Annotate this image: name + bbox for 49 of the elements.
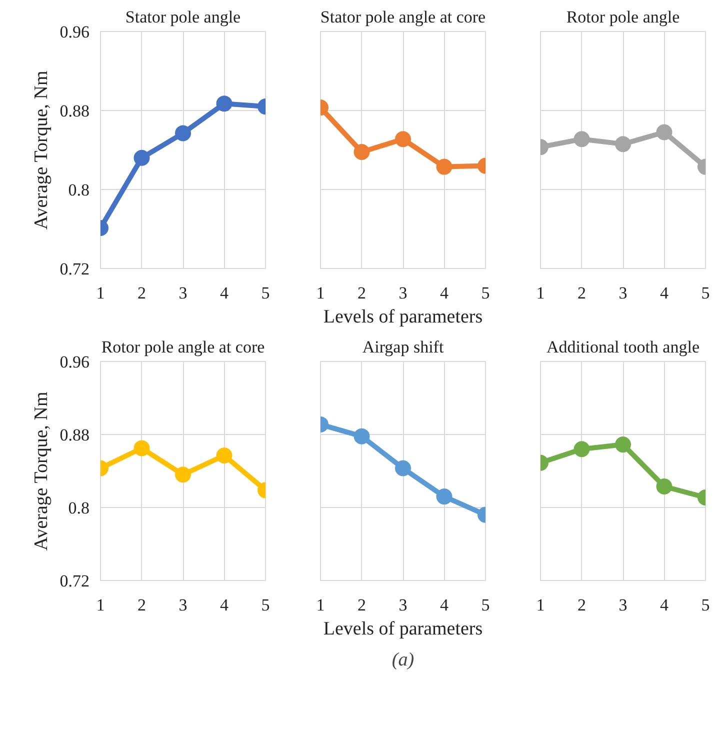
- x-tick-label: 1: [96, 284, 105, 302]
- y-tick-label: 0.88: [60, 426, 90, 444]
- x-tick-label: 2: [138, 284, 146, 302]
- x-tick-label: 1: [316, 596, 325, 614]
- y-tick-label: 0.72: [60, 260, 90, 278]
- x-tick-label: 4: [220, 284, 229, 302]
- x-tick-label: 2: [578, 596, 586, 614]
- x-tick-label: 2: [138, 596, 146, 614]
- x-tick-label: 5: [701, 284, 710, 302]
- x-axis-title: Levels of parameters: [323, 306, 483, 328]
- x-tick-label: 4: [660, 596, 669, 614]
- x-tick-label: 5: [261, 284, 270, 302]
- y-tick-label: 0.96: [60, 22, 90, 42]
- y-tick-label: 0.96: [60, 352, 90, 372]
- chart-title: Stator pole angle at core: [320, 8, 486, 26]
- x-tick-label: 3: [178, 596, 188, 614]
- x-tick-label: 1: [316, 284, 325, 302]
- y-tick-label: 0.88: [60, 102, 90, 120]
- x-tick-label: 1: [536, 284, 545, 302]
- x-tick-label: 2: [578, 284, 586, 302]
- chart-title: Additional tooth angle: [546, 338, 700, 356]
- text: (a): [392, 650, 414, 670]
- x-tick-label: 5: [261, 596, 270, 614]
- x-tick-label: 4: [440, 596, 449, 614]
- y-axis-title: Average Torque, Nm: [30, 392, 52, 551]
- x-tick-label: 3: [618, 596, 628, 614]
- y-axis-title: Average Torque, Nm: [30, 70, 52, 230]
- x-tick-label: 1: [536, 596, 545, 614]
- chart-title: Rotor pole angle: [566, 8, 680, 26]
- chart-title: Rotor pole angle at core: [101, 338, 265, 356]
- chart-title: Airgap shift: [362, 338, 444, 356]
- x-tick-label: 4: [440, 284, 449, 302]
- x-tick-label: 3: [398, 596, 408, 614]
- chart-title: Stator pole angle: [125, 8, 241, 26]
- x-tick-label: 2: [358, 596, 366, 614]
- x-tick-label: 5: [481, 284, 490, 302]
- x-axis-title: Levels of parameters: [323, 618, 483, 640]
- x-tick-label: 4: [660, 284, 669, 302]
- y-tick-label: 0.72: [60, 572, 90, 590]
- y-tick-label: 0.8: [68, 180, 90, 200]
- x-tick-label: 5: [701, 596, 710, 614]
- x-tick-label: 3: [398, 284, 408, 302]
- y-tick-label: 0.8: [68, 498, 90, 518]
- x-tick-label: 3: [618, 284, 628, 302]
- x-tick-label: 3: [178, 284, 188, 302]
- x-tick-label: 1: [96, 596, 105, 614]
- x-tick-label: 4: [220, 596, 229, 614]
- x-tick-label: 2: [358, 284, 366, 302]
- x-tick-label: 5: [481, 596, 490, 614]
